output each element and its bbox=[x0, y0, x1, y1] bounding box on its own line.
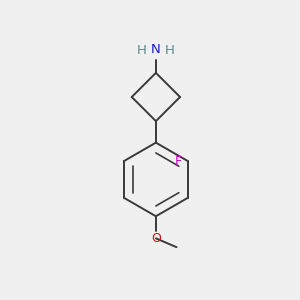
Text: H: H bbox=[137, 44, 147, 57]
Text: F: F bbox=[175, 154, 182, 167]
Text: H: H bbox=[165, 44, 175, 57]
Text: O: O bbox=[151, 232, 161, 245]
Text: N: N bbox=[151, 43, 161, 56]
